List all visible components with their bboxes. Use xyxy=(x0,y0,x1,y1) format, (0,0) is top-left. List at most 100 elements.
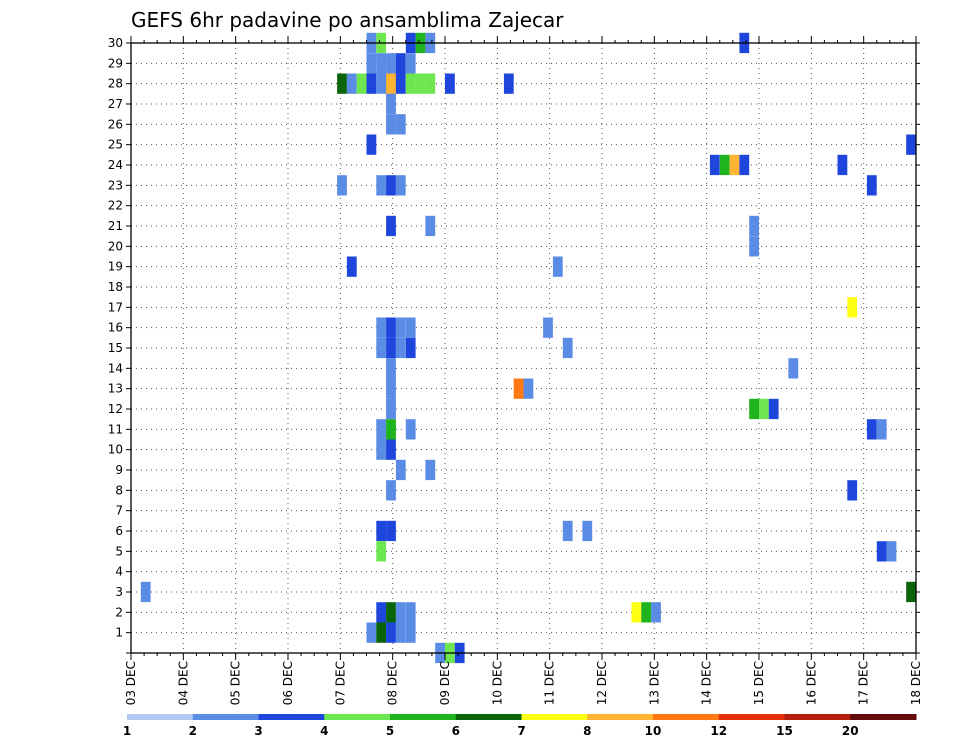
legend-swatch xyxy=(324,714,391,720)
x-tick-label: 03 DEC xyxy=(124,661,138,705)
y-tick-label: 29 xyxy=(108,56,123,70)
y-tick-label: 3 xyxy=(115,585,123,599)
precip-cell xyxy=(395,459,406,481)
precip-cell xyxy=(768,398,779,420)
precip-cell xyxy=(386,215,396,237)
precip-cell xyxy=(866,419,877,440)
precip-cell xyxy=(395,53,406,74)
precip-cell xyxy=(386,317,396,338)
legend-swatch xyxy=(784,714,851,720)
precip-cell xyxy=(376,53,387,74)
legend-label: 4 xyxy=(320,724,328,738)
precip-cell xyxy=(405,602,416,623)
precip-cell xyxy=(866,175,877,196)
precip-cell xyxy=(376,602,387,623)
precip-cell xyxy=(376,520,387,542)
precip-cell xyxy=(376,541,387,562)
precip-cell xyxy=(386,337,396,359)
precip-cell xyxy=(395,317,406,338)
precip-cells xyxy=(140,32,916,664)
precip-cell xyxy=(788,358,799,379)
precip-cell xyxy=(386,439,396,460)
precip-cell xyxy=(386,602,396,623)
precip-cell xyxy=(376,337,387,359)
x-tick-label: 16 DEC xyxy=(804,661,818,705)
precip-cell xyxy=(876,419,887,440)
x-tick-label: 13 DEC xyxy=(647,661,661,705)
y-tick-label: 15 xyxy=(108,341,123,355)
legend-label: 7 xyxy=(517,724,525,738)
x-tick-label: 17 DEC xyxy=(857,661,871,705)
precip-cell xyxy=(425,73,436,94)
legend-swatch xyxy=(258,714,325,720)
x-tick-label: 04 DEC xyxy=(176,661,190,705)
plot-frame xyxy=(130,42,917,654)
precip-cell xyxy=(651,602,661,623)
precip-cell xyxy=(395,337,406,359)
precip-cell xyxy=(376,175,387,196)
precip-cell xyxy=(906,581,916,603)
y-tick-label: 16 xyxy=(108,321,123,335)
precip-cell xyxy=(366,53,377,74)
precip-cell xyxy=(405,622,416,643)
precip-cell xyxy=(346,256,357,277)
precip-cell xyxy=(386,114,396,135)
y-tick-label: 2 xyxy=(115,605,123,619)
precip-cell xyxy=(346,73,357,94)
precip-cell xyxy=(749,398,759,420)
precip-cell xyxy=(386,175,396,196)
precip-cell xyxy=(847,297,858,318)
precip-cell xyxy=(719,154,730,176)
legend-label: 15 xyxy=(776,724,793,738)
legend-label: 6 xyxy=(452,724,460,738)
precip-cell xyxy=(405,419,416,440)
precip-cell xyxy=(582,520,593,542)
precip-cell xyxy=(386,622,396,643)
precip-cell xyxy=(749,236,759,257)
precip-cell xyxy=(386,73,396,94)
precip-cell xyxy=(906,134,916,155)
legend-swatch xyxy=(521,714,588,720)
x-tick-label: 07 DEC xyxy=(333,661,347,705)
y-tick-label: 21 xyxy=(108,219,123,233)
x-tick-label: 10 DEC xyxy=(490,661,504,705)
precip-cell xyxy=(641,602,652,623)
precip-cell xyxy=(405,73,416,94)
y-tick-label: 4 xyxy=(115,565,123,579)
precip-cell xyxy=(386,398,396,420)
precip-cell xyxy=(503,73,514,94)
y-axis: 1234567891011121314151617181920212223242… xyxy=(108,36,920,654)
precip-cell xyxy=(395,602,406,623)
precip-cell xyxy=(386,358,396,379)
precip-cell xyxy=(631,602,642,623)
y-tick-label: 8 xyxy=(115,483,123,497)
precip-cell xyxy=(552,256,563,277)
legend-swatch xyxy=(850,714,917,720)
x-tick-label: 14 DEC xyxy=(700,661,714,705)
precip-cell xyxy=(837,154,848,176)
y-tick-label: 14 xyxy=(108,361,123,375)
precip-cell xyxy=(376,419,387,440)
y-tick-label: 19 xyxy=(108,260,123,274)
precip-cell xyxy=(415,73,426,94)
legend-label: 3 xyxy=(254,724,262,738)
legend-label: 20 xyxy=(842,724,859,738)
precip-cell xyxy=(523,378,534,399)
precip-cell xyxy=(886,541,897,562)
precip-cell xyxy=(386,480,396,501)
precip-cell xyxy=(337,73,347,94)
precip-cell xyxy=(395,175,406,196)
legend-label: 1 xyxy=(123,724,131,738)
y-tick-label: 11 xyxy=(108,422,123,436)
legend-swatch xyxy=(653,714,720,720)
precip-cell xyxy=(405,337,416,359)
precip-cell xyxy=(395,622,406,643)
legend-swatch xyxy=(587,714,654,720)
y-tick-label: 17 xyxy=(108,300,123,314)
precip-cell xyxy=(425,215,436,237)
legend-swatch xyxy=(127,714,194,720)
legend-label: 8 xyxy=(583,724,591,738)
precip-cell xyxy=(543,317,553,338)
x-tick-label: 11 DEC xyxy=(543,661,557,705)
x-tick-label: 05 DEC xyxy=(229,661,243,705)
